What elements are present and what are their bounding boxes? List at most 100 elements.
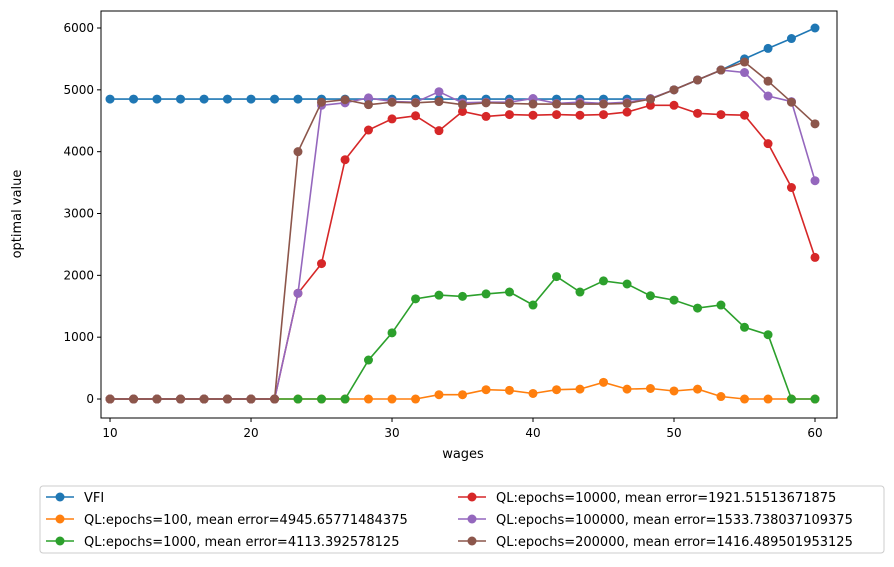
y-tick-label: 0	[86, 392, 94, 406]
data-point	[810, 176, 820, 186]
data-point	[222, 394, 232, 404]
data-point	[363, 125, 373, 135]
y-axis-label: optimal value	[10, 170, 25, 259]
data-point	[645, 100, 655, 110]
series-2	[105, 272, 820, 404]
data-point	[481, 98, 491, 108]
x-axis-label: wages	[442, 447, 484, 462]
data-point	[669, 386, 679, 396]
series-4	[105, 65, 820, 404]
data-point	[622, 107, 632, 117]
series-line	[110, 27, 816, 100]
data-point	[152, 94, 162, 104]
legend-marker	[55, 492, 65, 502]
data-point	[740, 322, 750, 332]
y-tick-label: 5000	[63, 83, 94, 97]
data-point	[340, 95, 350, 105]
data-point	[552, 272, 562, 282]
legend-marker	[467, 536, 477, 546]
data-point	[363, 100, 373, 110]
data-point	[645, 384, 655, 394]
data-point	[434, 126, 444, 136]
legend-entry: QL:epochs=1000, mean error=4113.39257812…	[46, 535, 399, 550]
data-point	[504, 98, 514, 108]
series-3	[105, 100, 820, 404]
data-point	[246, 394, 256, 404]
data-point	[740, 394, 750, 404]
data-point	[716, 65, 726, 75]
data-point	[622, 384, 632, 394]
data-point	[693, 108, 703, 118]
data-point	[599, 99, 609, 109]
data-point	[763, 76, 773, 86]
data-point	[528, 300, 538, 310]
legend-marker	[55, 514, 65, 524]
data-point	[716, 392, 726, 402]
data-point	[622, 98, 632, 108]
data-point	[575, 287, 585, 297]
data-point	[645, 94, 655, 104]
y-tick-label: 2000	[63, 268, 94, 282]
data-point	[693, 303, 703, 313]
data-point	[458, 390, 468, 400]
data-point	[434, 97, 444, 107]
data-point	[504, 110, 514, 120]
legend-label: QL:epochs=100, mean error=4945.657714843…	[84, 513, 408, 528]
data-point	[434, 87, 444, 97]
x-tick-label: 30	[384, 426, 399, 440]
data-point	[340, 394, 350, 404]
y-tick-label: 6000	[63, 21, 94, 35]
data-point	[763, 330, 773, 340]
y-tick-label: 3000	[63, 207, 94, 221]
data-point	[504, 287, 514, 297]
data-point	[810, 394, 820, 404]
data-point	[387, 114, 397, 124]
data-point	[363, 394, 373, 404]
data-point	[763, 139, 773, 149]
data-point	[129, 94, 139, 104]
data-point	[176, 394, 186, 404]
data-point	[599, 276, 609, 286]
data-point	[411, 111, 421, 121]
data-point	[669, 85, 679, 95]
data-point	[481, 385, 491, 395]
data-point	[317, 259, 327, 269]
y-tick-label: 4000	[63, 145, 94, 159]
data-point	[340, 155, 350, 165]
x-tick-label: 60	[807, 426, 822, 440]
legend-entry: VFI	[46, 491, 104, 506]
series-line	[110, 104, 816, 400]
data-point	[716, 110, 726, 120]
legend-label: QL:epochs=200000, mean error=1416.489501…	[496, 535, 853, 550]
data-point	[293, 94, 303, 104]
data-point	[387, 328, 397, 338]
data-point	[810, 252, 820, 262]
data-point	[528, 99, 538, 109]
data-point	[387, 97, 397, 107]
data-point	[810, 23, 820, 33]
data-point	[481, 111, 491, 121]
legend-label: VFI	[84, 491, 104, 506]
legend-label: QL:epochs=10000, mean error=1921.5151367…	[496, 491, 836, 506]
data-point	[645, 291, 655, 301]
legend-label: QL:epochs=100000, mean error=1533.738037…	[496, 513, 853, 528]
data-point	[363, 93, 373, 103]
data-point	[176, 94, 186, 104]
legend-entry: QL:epochs=200000, mean error=1416.489501…	[458, 535, 853, 550]
data-point	[669, 295, 679, 305]
data-point	[270, 394, 280, 404]
data-point	[293, 394, 303, 404]
data-point	[740, 68, 750, 78]
legend-label: QL:epochs=1000, mean error=4113.39257812…	[84, 535, 399, 550]
data-point	[552, 385, 562, 395]
data-point	[293, 147, 303, 157]
data-point	[458, 291, 468, 301]
data-point	[810, 119, 820, 129]
data-point	[481, 289, 491, 299]
data-point	[552, 99, 562, 109]
data-point	[740, 57, 750, 67]
series-0	[105, 23, 820, 104]
legend-marker	[467, 514, 477, 524]
legend-entry: QL:epochs=100000, mean error=1533.738037…	[458, 513, 853, 528]
data-point	[740, 110, 750, 120]
